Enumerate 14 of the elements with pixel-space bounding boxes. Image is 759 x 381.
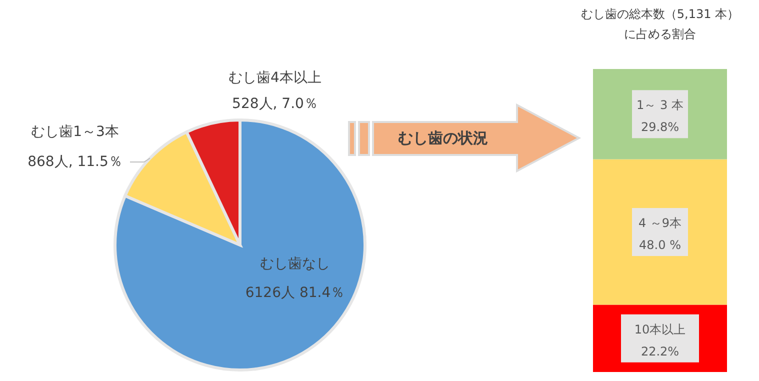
data-label: 868人, 11.5％ (28, 154, 122, 170)
series-label: 10本以上 (634, 322, 686, 336)
series-label: 1～ 3 本 (636, 98, 684, 112)
data-label: 22.2% (640, 344, 680, 358)
slice-label: むし歯1～3本 (31, 124, 119, 140)
arrow: むし歯の状況 (348, 103, 582, 173)
chart-title: むし歯の総本数（5,131 本）に占める割合 (580, 7, 740, 41)
series-label: 4 ～9本 (638, 216, 682, 230)
data-label: 6126人 81.4％ (245, 285, 345, 301)
data-label: 528人, 7.0％ (232, 96, 318, 112)
data-label: 29.8% (640, 120, 680, 134)
slice-label: むし歯4本以上 (228, 70, 322, 86)
data-label: 48.0 % (639, 238, 681, 252)
slice-label: むし歯なし (260, 256, 330, 272)
